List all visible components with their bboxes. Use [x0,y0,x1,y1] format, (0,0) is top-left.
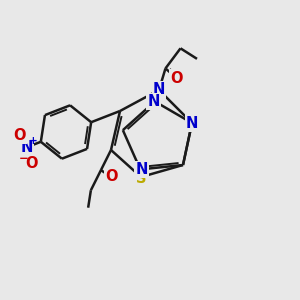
Text: N: N [136,162,148,177]
Text: O: O [105,169,117,184]
Text: N: N [21,140,33,155]
Text: N: N [186,116,198,130]
Text: O: O [13,128,26,143]
Text: O: O [25,156,38,171]
Text: −: − [19,152,29,165]
Text: +: + [29,136,38,146]
Text: O: O [170,70,183,86]
Text: N: N [153,82,165,98]
Text: N: N [147,94,160,109]
Text: S: S [136,171,146,186]
